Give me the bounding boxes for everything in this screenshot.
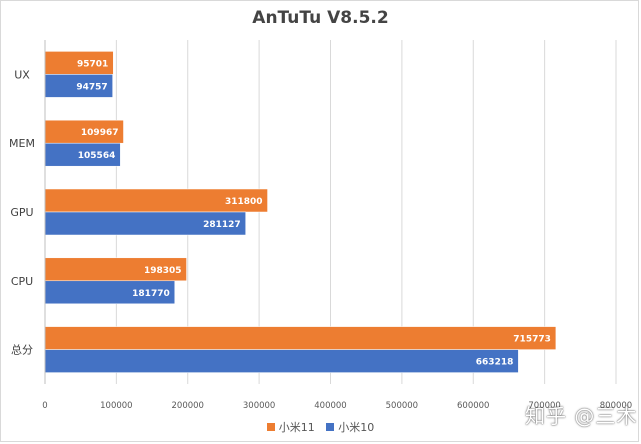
x-tick-label: 200000 (172, 401, 204, 411)
bar-value-label: 109967 (81, 128, 119, 138)
bar-value-label: 715773 (513, 335, 551, 345)
legend-item-xiaomi11: 小米11 (266, 419, 315, 435)
legend-item-xiaomi10: 小米10 (326, 419, 374, 435)
y-category-label: GPU (10, 206, 33, 219)
x-tick-label: 600000 (457, 401, 489, 411)
bar-value-label: 181770 (132, 289, 170, 299)
y-category-label: CPU (11, 275, 33, 288)
bar-value-label: 198305 (144, 266, 182, 276)
x-tick-label: 300000 (243, 401, 275, 411)
x-tick-label: 400000 (314, 401, 346, 411)
bar-value-label: 663218 (476, 358, 514, 368)
x-tick-label: 100000 (100, 401, 132, 411)
x-tick-label: 800000 (600, 401, 632, 411)
legend-label-xiaomi11: 小米11 (278, 421, 315, 434)
y-category-label: MEM (9, 137, 35, 150)
y-category-label: UX (14, 68, 30, 81)
chart-title: AnTuTu V8.5.2 (252, 8, 389, 28)
legend-label-xiaomi10: 小米10 (338, 421, 375, 434)
x-tick-label: 700000 (528, 401, 560, 411)
legend-swatch-xiaomi11 (266, 423, 275, 431)
x-tick-label: 0 (42, 401, 47, 411)
bar (44, 349, 519, 373)
legend-swatch-xiaomi10 (326, 423, 335, 431)
y-category-label: 总分 (11, 343, 33, 357)
bar-value-label: 105564 (78, 151, 116, 161)
x-tick-label: 500000 (386, 401, 418, 411)
bar-value-label: 95701 (77, 59, 108, 69)
bar (44, 326, 557, 350)
bar-value-label: 311800 (225, 197, 263, 207)
bar-value-label: 281127 (203, 220, 241, 230)
chart-legend: 小米11 小米10 (0, 419, 641, 435)
watermark: 知乎 @三木 (525, 404, 638, 428)
bar-value-label: 94757 (76, 82, 107, 92)
